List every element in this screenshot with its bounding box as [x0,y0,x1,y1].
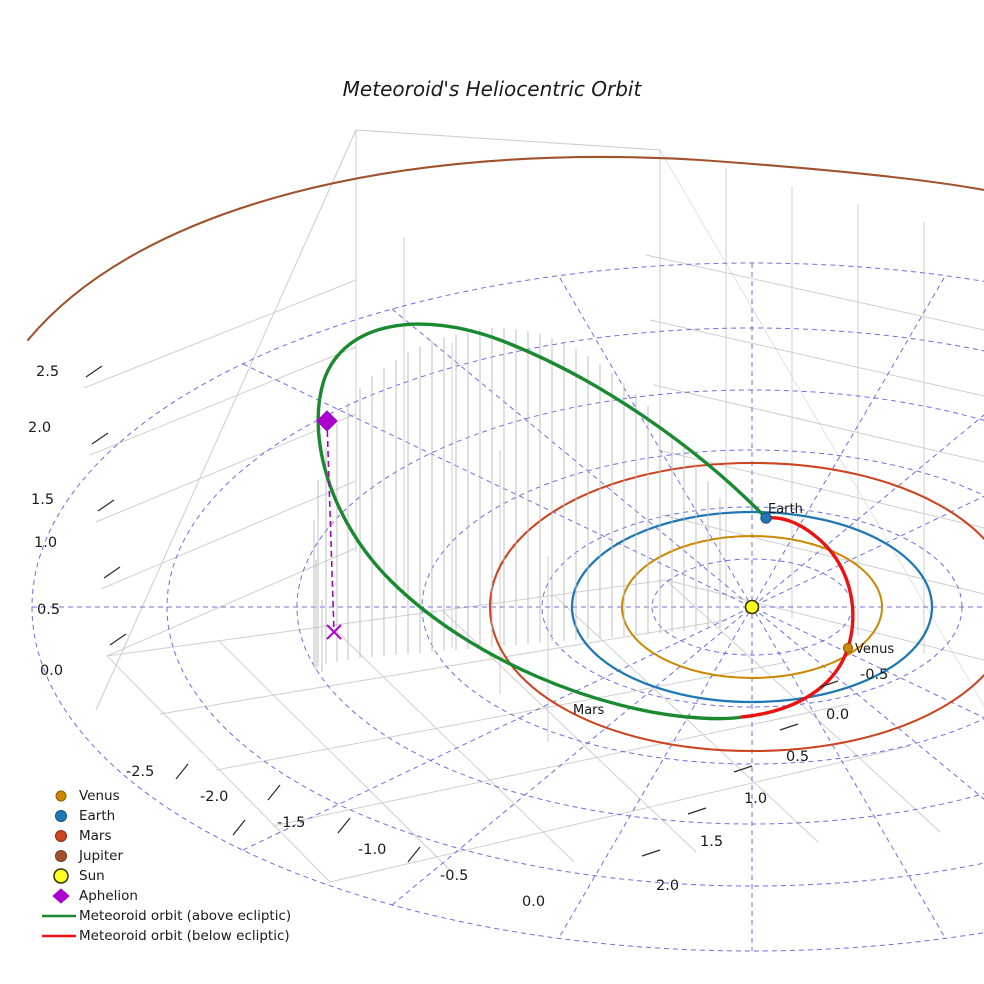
y-tick-0: -0.5 [860,667,888,683]
legend-item-jupiter[interactable]: Jupiter [55,848,124,864]
sun-legend-icon [53,868,69,884]
x-tick-3: -1.0 [358,842,386,858]
legend-label-aphelion: Aphelion [79,888,138,904]
page-title: Meteoroid's Heliocentric Orbit [343,77,643,101]
body-labels: Earth Venus Mars [573,502,894,718]
legend-label-earth: Earth [79,808,115,824]
venus-marker [842,642,854,654]
meteoroid-orbit-below-ecliptic [740,516,855,719]
legend-item-mars[interactable]: Mars [55,828,112,844]
ecliptic-polar-grid [31,262,984,952]
venus-legend-icon [55,790,67,802]
earth-legend-icon [55,810,67,822]
z-tick-3: 1.5 [31,492,54,508]
y-tick-2: 0.5 [786,749,809,765]
jupiter-legend-icon [55,850,67,862]
legend-label-venus: Venus [79,788,120,804]
legend-label-mars: Mars [79,828,112,844]
aphelion-drop-line [326,420,335,633]
x-tick-4: -0.5 [440,868,468,884]
y-tick-4: 1.5 [700,834,723,850]
x-tick-5: 0.0 [522,894,545,910]
planet-orbits [26,155,984,753]
earth-label: Earth [768,502,803,517]
legend-item-orbit-above[interactable]: Meteoroid orbit (above ecliptic) [42,908,291,924]
y-tick-5: 2.0 [656,878,679,894]
venus-label: Venus [855,642,894,657]
legend-label-sun: Sun [79,868,105,884]
y-tick-1: 0.0 [826,707,849,723]
x-tick-0: -2.5 [126,764,154,780]
earth-orbit [570,510,934,704]
sun-marker [744,599,760,615]
y-axis-tick-labels: -0.5 0.0 0.5 1.0 1.5 2.0 [656,667,888,894]
aphelion-legend-icon [52,888,70,904]
x-tick-2: -1.5 [277,815,305,831]
legend-item-aphelion[interactable]: Aphelion [52,888,138,904]
legend-item-earth[interactable]: Earth [55,808,116,824]
aphelion-marker [316,410,338,432]
aphelion-group [316,410,342,640]
z-axis-tick-labels: 0.0 0.5 1.0 1.5 2.0 2.5 [28,364,63,679]
mars-label: Mars [573,703,605,718]
meteoroid-orbit-above-ecliptic [316,322,768,721]
orbit-projection-stems [313,328,721,672]
earth-marker [760,512,772,524]
legend-item-orbit-below[interactable]: Meteoroid orbit (below ecliptic) [42,928,290,944]
venus-orbit [620,534,884,680]
z-tick-4: 2.0 [28,420,51,436]
mars-legend-icon [55,830,67,842]
meteoroid-orbit [316,322,855,721]
axis-tick-marks [85,365,839,863]
jupiter-orbit [26,155,984,342]
z-tick-0: 0.0 [40,663,63,679]
x-axis-tick-labels: -2.5 -2.0 -1.5 -1.0 -0.5 0.0 [126,764,545,910]
legend-item-venus[interactable]: Venus [55,788,120,804]
z-tick-2: 1.0 [34,535,57,551]
legend-label-jupiter: Jupiter [78,848,123,864]
legend-item-sun[interactable]: Sun [53,868,105,884]
legend-label-orbit-above: Meteoroid orbit (above ecliptic) [79,908,291,924]
legend-label-orbit-below: Meteoroid orbit (below ecliptic) [79,928,290,944]
z-tick-5: 2.5 [36,364,59,380]
z-tick-1: 0.5 [37,602,60,618]
aphelion-projection-x [326,624,342,640]
legend: Venus Earth Mars Jupiter Sun Aphelion [42,788,291,944]
y-tick-3: 1.0 [744,791,767,807]
axes-wall-grid [83,129,984,883]
mars-orbit [488,461,984,753]
x-tick-1: -2.0 [200,789,228,805]
body-markers [744,512,854,654]
